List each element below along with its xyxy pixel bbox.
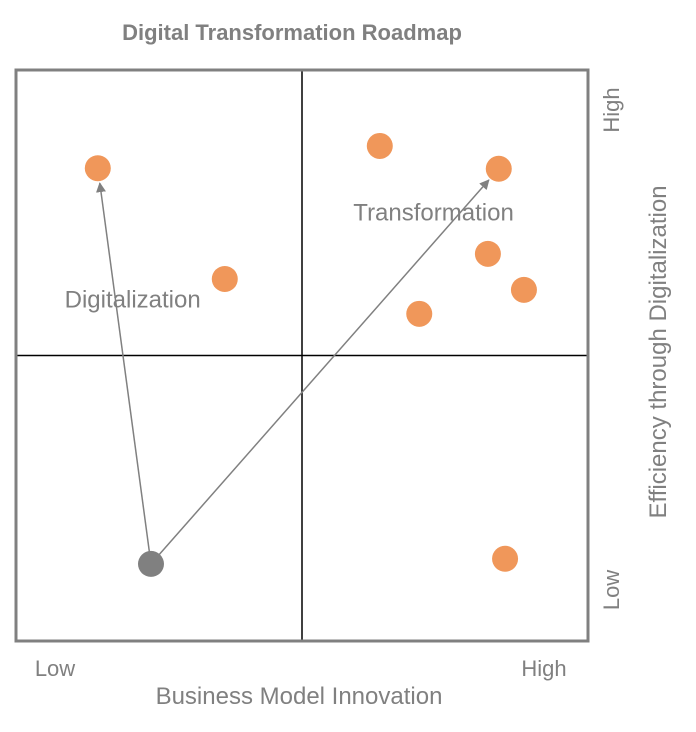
- y-tick-high: High: [599, 87, 624, 132]
- x-tick-high: High: [521, 656, 566, 681]
- arrow: [96, 182, 152, 565]
- data-point: [474, 240, 501, 267]
- plot-frame: [14, 68, 590, 643]
- x-tick-low: Low: [35, 656, 75, 681]
- data-point: [84, 155, 111, 182]
- data-point: [406, 300, 433, 327]
- chart-title: Digital Transformation Roadmap: [122, 20, 462, 45]
- data-point: [492, 545, 519, 572]
- quadrant-label: Digitalization: [65, 287, 201, 314]
- y-axis-label: Efficiency through Digitalization: [645, 185, 672, 518]
- data-point: [510, 276, 537, 303]
- plot-area: Digitalization Transformation: [14, 68, 590, 643]
- y-tick-low: Low: [599, 570, 624, 610]
- data-point: [366, 132, 393, 159]
- arrow: [150, 179, 490, 565]
- data-point: [485, 155, 512, 182]
- x-axis-label: Business Model Innovation: [156, 683, 443, 710]
- origin-point: [137, 550, 164, 577]
- data-point: [211, 265, 238, 292]
- quadrant-label: Transformation: [353, 200, 514, 227]
